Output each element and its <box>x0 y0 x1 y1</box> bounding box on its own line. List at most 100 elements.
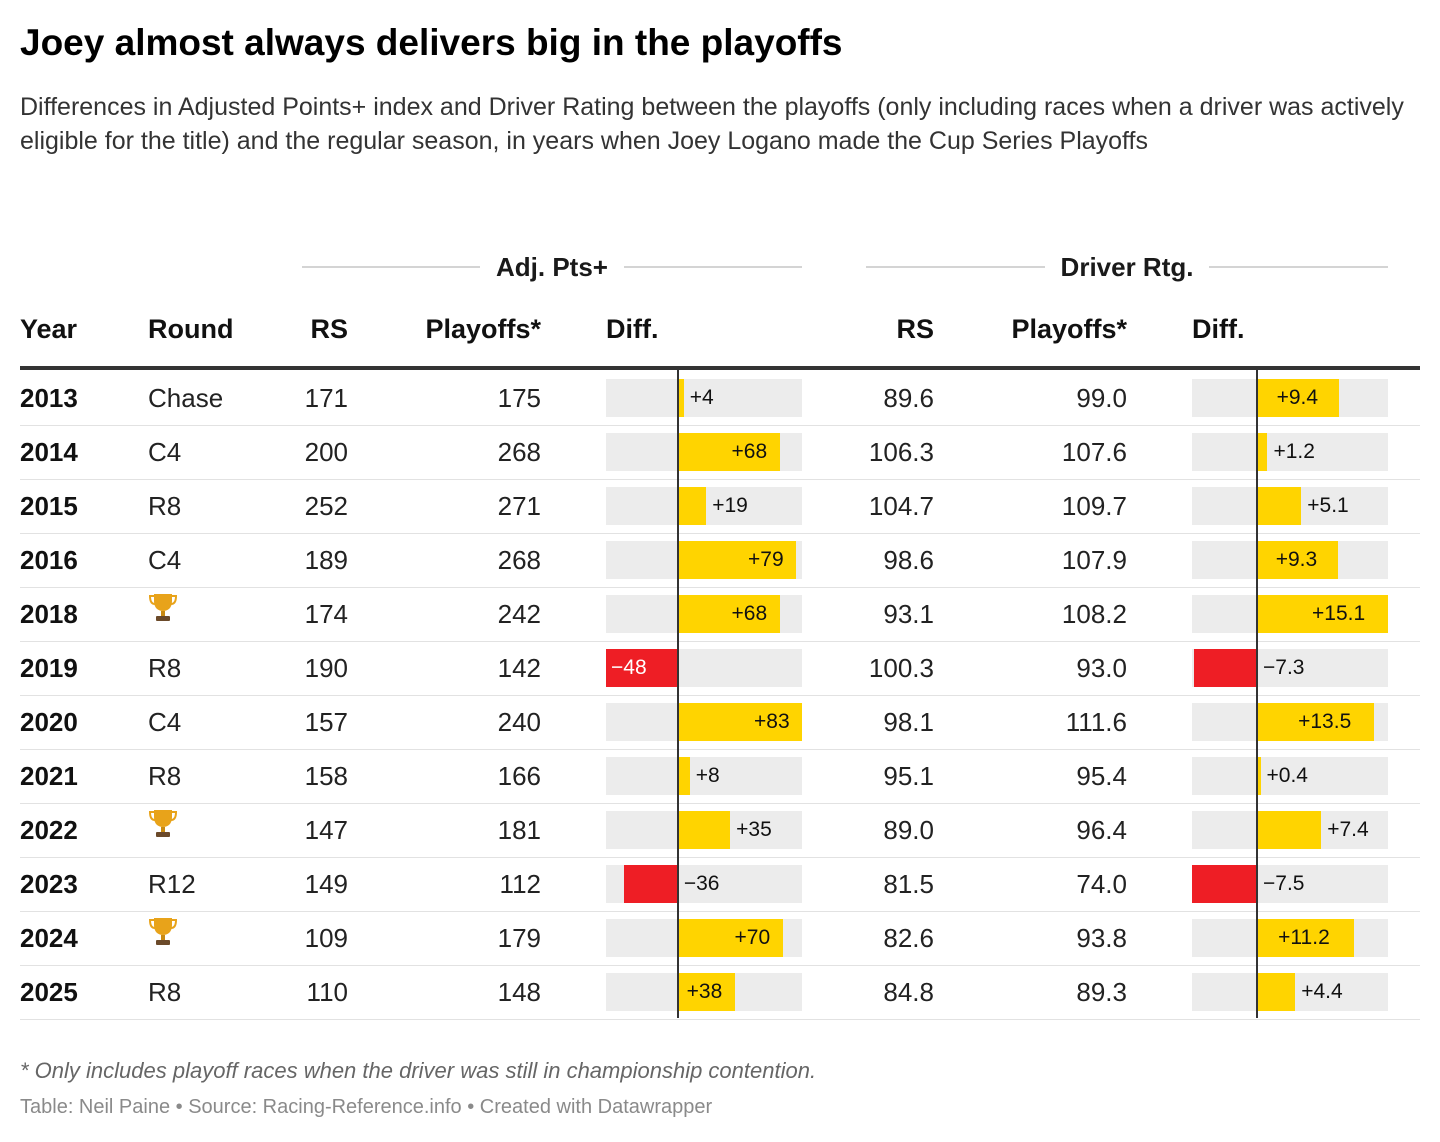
chart-subtitle: Differences in Adjusted Points+ index an… <box>20 93 1404 155</box>
rtg-rs-cell: 89.0 <box>883 815 934 845</box>
adj-rs-cell: 157 <box>304 707 348 737</box>
col-header-adj-playoffs[interactable]: Playoffs* <box>425 314 541 344</box>
rtg-diff-label: +9.3 <box>1275 548 1318 571</box>
col-header-adj-diff[interactable]: Diff. <box>606 314 659 344</box>
rtg-rs-cell: 98.6 <box>883 545 934 575</box>
rtg-diff-label: −7.5 <box>1263 872 1305 895</box>
rtg-rs-cell: 81.5 <box>883 869 934 899</box>
rtg-diff-bar <box>1257 757 1261 795</box>
rtg-rs-cell: 98.1 <box>883 707 934 737</box>
adj-rs-cell: 171 <box>304 383 348 413</box>
adj-rs-cell: 109 <box>304 923 348 953</box>
adj-playoffs-cell: 242 <box>497 599 541 629</box>
col-header-rtg-rs[interactable]: RS <box>896 314 934 344</box>
adj-diff-bar <box>623 865 678 903</box>
adj-rs-cell: 158 <box>304 761 348 791</box>
rtg-diff-label: +11.2 <box>1278 926 1330 949</box>
rtg-diff-bar <box>1193 649 1258 687</box>
rtg-diff-bar <box>1257 541 1338 579</box>
rtg-bar-background <box>1192 757 1388 795</box>
year-cell: 2025 <box>20 977 78 1007</box>
year-cell: 2016 <box>20 545 78 575</box>
adj-playoffs-cell: 112 <box>499 869 541 899</box>
table-row: 2020 C4 157 240 98.1 111.6 +83 +13.5 <box>20 695 1420 750</box>
table-row: 2025 R8 110 148 84.8 89.3 +38 +4.4 <box>20 965 1420 1020</box>
adj-diff-label: +83 <box>754 710 790 733</box>
group-label-adj: Adj. Pts+ <box>496 251 608 282</box>
rtg-diff-label: +5.1 <box>1307 494 1349 517</box>
adj-diff-bar <box>677 703 802 741</box>
group-adj-pts: Adj. Pts+ <box>302 250 803 284</box>
rtg-diff-label: +13.5 <box>1298 710 1352 733</box>
adj-rs-cell: 190 <box>304 653 348 683</box>
rtg-rs-cell: 104.7 <box>868 491 934 521</box>
adj-rs-cell: 189 <box>304 545 348 575</box>
adj-diff-bar <box>677 919 783 957</box>
year-cell: 2021 <box>20 761 78 791</box>
rtg-diff-bar <box>1257 487 1302 525</box>
adj-diff-label: −36 <box>683 872 720 895</box>
table-row: 2024 109 179 82.6 93.8 +70 +11.2 <box>20 911 1420 966</box>
rtg-diff-bar <box>1257 595 1388 633</box>
table-row: 2013 Chase 171 175 89.6 99.0 +4 +9.4 <box>20 371 1420 426</box>
adj-playoffs-cell: 268 <box>497 545 541 575</box>
chart-title: Joey almost always delivers big in the p… <box>20 22 843 63</box>
adj-playoffs-cell: 181 <box>497 815 541 845</box>
year-cell: 2014 <box>20 437 78 467</box>
adj-playoffs-cell: 175 <box>497 383 541 413</box>
rtg-playoffs-cell: 93.0 <box>1076 653 1127 683</box>
adj-rs-cell: 110 <box>306 977 348 1007</box>
rtg-rs-cell: 82.6 <box>883 923 934 953</box>
adj-diff-label: +8 <box>695 764 720 787</box>
adj-diff-label: +38 <box>686 980 723 1003</box>
rtg-diff-bar <box>1257 919 1355 957</box>
table-row: 2015 R8 252 271 104.7 109.7 +19 +5.1 <box>20 479 1420 534</box>
rtg-diff-bar <box>1257 703 1375 741</box>
group-rule <box>1209 266 1389 268</box>
adj-rs-cell: 147 <box>304 815 348 845</box>
group-driver-rtg: Driver Rtg. <box>866 250 1389 284</box>
rtg-rs-cell: 100.3 <box>868 653 934 683</box>
round-cell: R8 <box>148 491 182 521</box>
source-line: Table: Neil Paine • Source: Racing-Refer… <box>20 1096 713 1118</box>
adj-diff-label: −48 <box>611 656 647 679</box>
col-header-year[interactable]: Year <box>20 314 78 344</box>
round-cell: C4 <box>148 707 182 737</box>
adj-bar-background <box>606 379 802 417</box>
adj-playoffs-cell: 268 <box>497 437 541 467</box>
rtg-playoffs-cell: 107.6 <box>1061 437 1127 467</box>
table-row: 2016 C4 189 268 98.6 107.9 +79 +9.3 <box>20 533 1420 588</box>
col-header-rtg-playoffs[interactable]: Playoffs* <box>1011 314 1127 344</box>
adj-rs-cell: 252 <box>304 491 348 521</box>
rtg-diff-bar <box>1257 433 1268 471</box>
col-header-adj-rs[interactable]: RS <box>310 314 348 344</box>
table-row: 2021 R8 158 166 95.1 95.4 +8 +0.4 <box>20 749 1420 804</box>
round-cell: R12 <box>148 869 196 899</box>
rtg-playoffs-cell: 89.3 <box>1076 977 1127 1007</box>
rtg-bar-background <box>1192 433 1388 471</box>
rtg-playoffs-cell: 109.7 <box>1061 491 1127 521</box>
adj-rs-cell: 149 <box>304 869 348 899</box>
col-header-rtg-diff[interactable]: Diff. <box>1192 314 1245 344</box>
year-cell: 2015 <box>20 491 78 521</box>
adj-rs-cell: 174 <box>304 599 348 629</box>
table-row: 2023 R12 149 112 81.5 74.0 −36 −7.5 <box>20 857 1420 912</box>
rtg-playoffs-cell: 108.2 <box>1061 599 1127 629</box>
adj-diff-bar <box>677 595 780 633</box>
col-header-round[interactable]: Round <box>148 314 234 344</box>
rtg-diff-bar <box>1192 865 1258 903</box>
table-row: 2018 174 242 93.1 108.2 +68 +15.1 <box>20 587 1420 642</box>
adj-diff-bar <box>677 433 780 471</box>
adj-diff-label: +19 <box>712 494 748 517</box>
rtg-diff-label: +1.2 <box>1273 440 1315 463</box>
round-cell: R8 <box>148 761 182 791</box>
adj-playoffs-cell: 166 <box>497 761 541 791</box>
rtg-rs-cell: 84.8 <box>883 977 934 1007</box>
table-row: 2014 C4 200 268 106.3 107.6 +68 +1.2 <box>20 425 1420 480</box>
year-cell: 2019 <box>20 653 78 683</box>
adj-playoffs-cell: 240 <box>497 707 541 737</box>
adj-diff-label: +70 <box>734 926 771 949</box>
adj-diff-bar <box>677 541 796 579</box>
adj-diff-bar <box>677 487 707 525</box>
rtg-playoffs-cell: 95.4 <box>1076 761 1127 791</box>
